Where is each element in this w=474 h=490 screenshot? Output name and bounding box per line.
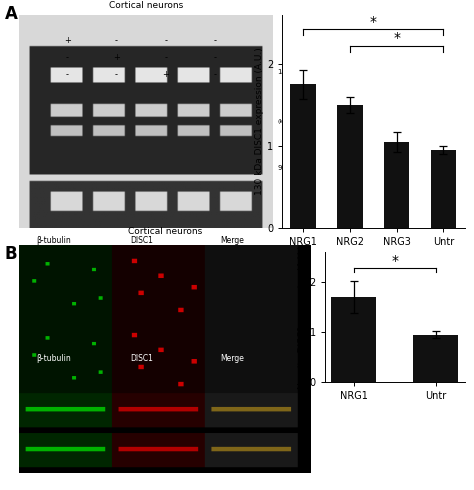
Text: Cortical neurons: Cortical neurons: [109, 1, 183, 10]
Text: NRG1: NRG1: [0, 348, 1, 370]
Text: -: -: [115, 36, 118, 45]
Text: *: *: [370, 15, 377, 28]
Text: Untr: Untr: [0, 278, 1, 294]
Text: B: B: [5, 245, 18, 263]
Text: A: A: [5, 5, 18, 23]
Text: Cortical neurons: Cortical neurons: [128, 227, 202, 236]
Bar: [430, 150, 456, 228]
Text: -: -: [65, 53, 69, 62]
Bar: [337, 105, 363, 228]
Text: -: -: [214, 53, 217, 62]
Text: -: -: [65, 70, 69, 79]
Text: +: +: [64, 36, 71, 45]
Text: 98: 98: [278, 165, 287, 171]
Text: -: -: [214, 70, 217, 79]
Text: Merge: Merge: [220, 354, 244, 364]
Text: β-tubulin: β-tubulin: [36, 236, 71, 245]
Text: NRG1: NRG1: [0, 446, 1, 468]
Y-axis label: 130 kDa DISC1 expression (A.U.): 130 kDa DISC1 expression (A.U.): [255, 48, 264, 195]
Text: -: -: [214, 36, 217, 45]
Text: *: *: [391, 254, 398, 268]
Text: 148: 148: [278, 69, 291, 75]
Text: -: -: [115, 70, 118, 79]
Text: +: +: [163, 70, 170, 79]
Text: Untr: Untr: [0, 415, 1, 431]
Text: β-tubulin: β-tubulin: [36, 354, 71, 364]
Bar: [290, 84, 316, 228]
Text: *: *: [393, 31, 400, 45]
Text: DISC1: DISC1: [130, 354, 153, 364]
Text: Merge: Merge: [220, 236, 244, 245]
Text: +: +: [113, 53, 120, 62]
Text: -: -: [164, 53, 167, 62]
Text: -: -: [164, 36, 167, 45]
Text: DISC1: DISC1: [130, 236, 153, 245]
Bar: [331, 297, 376, 382]
Text: (kDa): (kDa): [278, 119, 295, 124]
Y-axis label: Neurite DISC1 expression (A.U.): Neurite DISC1 expression (A.U.): [298, 245, 307, 389]
Bar: [413, 335, 458, 382]
Bar: [384, 142, 410, 228]
